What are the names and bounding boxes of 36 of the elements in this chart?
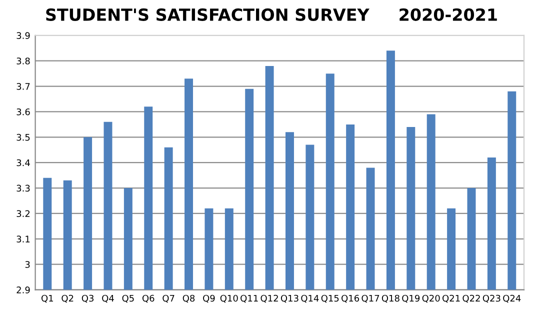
- x-tick-label: Q18: [382, 294, 400, 303]
- x-tick-label: Q2: [62, 294, 74, 303]
- y-tick-label: 3.5: [16, 134, 30, 141]
- x-tick-label: Q12: [260, 294, 278, 303]
- y-tick-label: 3.9: [16, 32, 30, 39]
- x-tick-label: Q8: [182, 294, 195, 303]
- x-tick-label: Q22: [462, 294, 480, 303]
- x-tick-label: Q20: [422, 294, 440, 303]
- x-tick-label: Q17: [362, 294, 380, 303]
- y-tick-label: 3: [25, 261, 30, 268]
- x-tick-label: Q14: [301, 294, 319, 303]
- x-tick-label: Q3: [82, 294, 94, 303]
- x-tick-label: Q10: [220, 294, 238, 303]
- x-tick-label: Q7: [162, 294, 174, 303]
- x-tick-label: Q6: [142, 294, 154, 303]
- y-tick-label: 3.3: [16, 184, 30, 192]
- chart-title: STUDENT'S SATISFACTION SURVEY 2020-2021: [46, 8, 497, 21]
- x-tick-label: Q19: [402, 294, 420, 303]
- x-tick-label: Q21: [442, 294, 460, 303]
- x-tick-label: Q5: [122, 294, 134, 303]
- y-tick-label: 2.9: [16, 286, 30, 294]
- y-tick-label: 3.4: [16, 159, 30, 166]
- y-tick-label: 3.6: [16, 108, 30, 116]
- y-tick-label: 3.8: [16, 58, 30, 64]
- x-tick-label: Q9: [203, 294, 215, 303]
- x-tick-label: Q1: [41, 294, 53, 303]
- y-tick-label: 3.7: [16, 83, 30, 90]
- y-tick-label: 3.1: [16, 236, 30, 242]
- x-tick-label: Q11: [240, 294, 258, 303]
- x-tick-label: Q23: [482, 294, 500, 303]
- x-tick-label: Q16: [342, 294, 360, 303]
- x-tick-label: Q13: [280, 294, 298, 303]
- x-tick-label: Q24: [503, 294, 521, 303]
- x-tick-label: Q15: [321, 294, 339, 303]
- x-tick-label: Q4: [102, 294, 114, 303]
- y-tick-label: 3.2: [16, 210, 30, 218]
